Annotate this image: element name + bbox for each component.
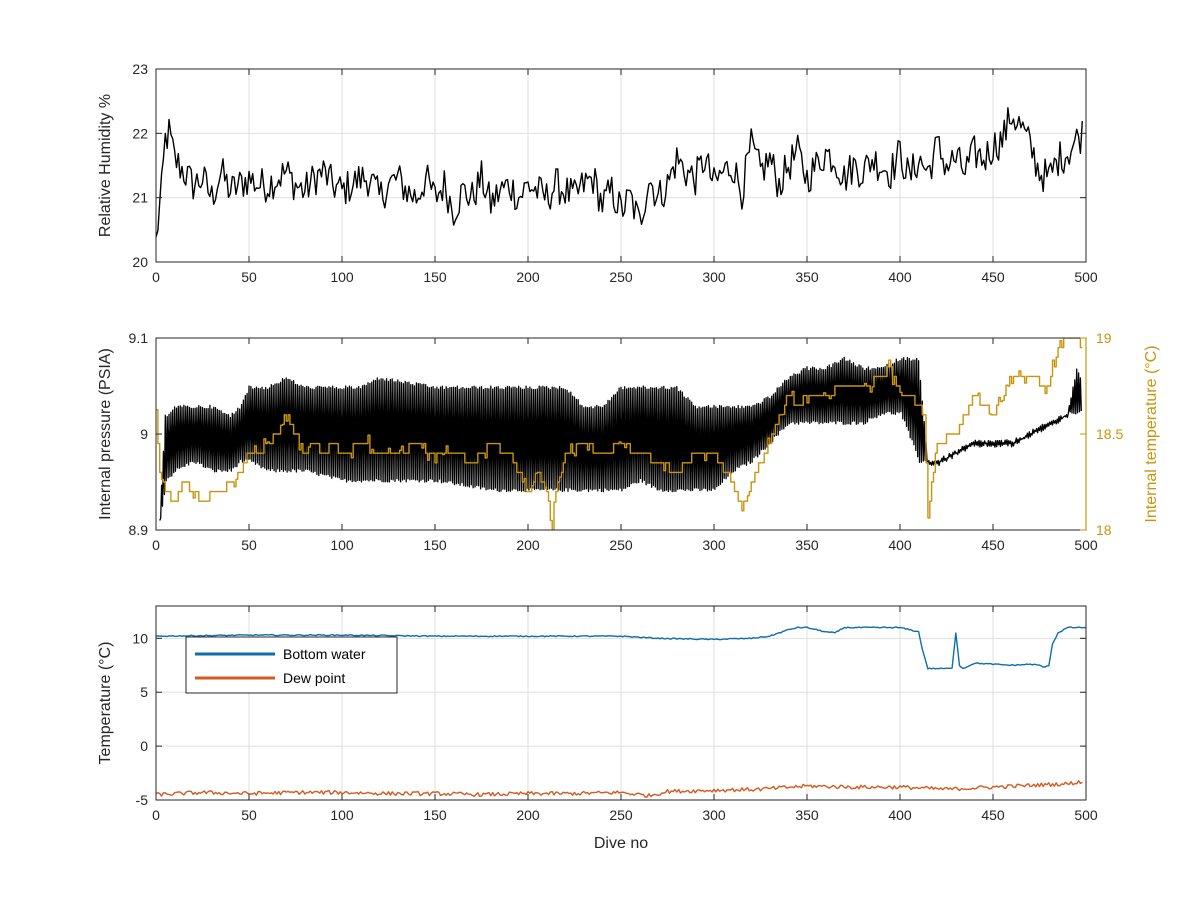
y-tick-label: 21 xyxy=(132,190,148,206)
x-axis-label: Dive no xyxy=(594,835,648,852)
series-line-0 xyxy=(156,107,1083,238)
series-line-1 xyxy=(156,338,1083,530)
y2-axis-label: Internal temperature (°C) xyxy=(1143,345,1160,522)
bottom-water-line xyxy=(156,626,1086,670)
series-group xyxy=(156,626,1086,798)
y-tick-label: 9 xyxy=(140,426,148,442)
dew-point-line xyxy=(156,780,1083,798)
x-tick-label: 250 xyxy=(609,269,633,285)
x-tick-label: 50 xyxy=(241,807,257,823)
x-tick-label: 100 xyxy=(330,537,354,553)
y-axis-label: Internal pressure (PSIA) xyxy=(97,348,114,520)
y-tick-label: 22 xyxy=(132,125,148,141)
x-tick-label: 450 xyxy=(981,807,1005,823)
pressure-panel: 0 50 100 150 200 250 300 350 400 450 500 8.9 9 9.1 Int… xyxy=(97,330,1160,553)
x-tick-label: 200 xyxy=(516,537,540,553)
humidity-panel: 0 50 100 150 200 250 300 350 400 450 500 20 21 22 23 Re… xyxy=(97,61,1098,285)
y-tick-label: 20 xyxy=(132,254,148,270)
y-tick-label: -5 xyxy=(136,792,149,808)
x-tick-label: 400 xyxy=(888,807,912,823)
x-tick-label: 0 xyxy=(152,269,160,285)
x-tick-label: 300 xyxy=(702,807,726,823)
x-tick-label: 0 xyxy=(152,537,160,553)
legend-label: Dew point xyxy=(283,670,345,686)
x-tick-label: 350 xyxy=(795,269,819,285)
y-tick-label: 8.9 xyxy=(129,522,149,538)
x-tick-label: 350 xyxy=(795,807,819,823)
x-tick-label: 50 xyxy=(241,537,257,553)
x-tick-label: 500 xyxy=(1074,537,1098,553)
x-tick-label: 200 xyxy=(516,269,540,285)
y-tick-label: 9.1 xyxy=(129,330,149,346)
x-tick-label: 100 xyxy=(330,269,354,285)
x-tick-label: 250 xyxy=(609,537,633,553)
temperature-panel: 0 50 100 150 200 250 300 350 400 450 500-50510Temp… xyxy=(97,605,1098,852)
x-tick-label: 150 xyxy=(423,269,447,285)
y-axis-label: Relative Humidity % xyxy=(97,94,114,237)
legend-box xyxy=(185,636,398,694)
x-tick-label: 300 xyxy=(702,537,726,553)
x-tick-label: 500 xyxy=(1074,269,1098,285)
x-tick-label: 450 xyxy=(981,269,1005,285)
x-tick-label: 250 xyxy=(609,807,633,823)
x-tick-label: 100 xyxy=(330,807,354,823)
y-tick-label: 0 xyxy=(140,738,148,754)
legend: Bottom water Dew point xyxy=(185,636,398,694)
x-tick-label: 150 xyxy=(423,807,447,823)
legend-label: Bottom water xyxy=(283,646,366,662)
y2-tick-label: 19 xyxy=(1096,330,1112,346)
x-tick-label: 0 xyxy=(152,807,160,823)
y2-tick-label: 18.5 xyxy=(1096,426,1123,442)
x-tick-label: 500 xyxy=(1074,807,1098,823)
y-axis-label: Temperature (°C) xyxy=(97,642,114,765)
x-tick-label: 450 xyxy=(981,537,1005,553)
x-tick-label: 150 xyxy=(423,537,447,553)
series-group xyxy=(156,107,1083,238)
series-group xyxy=(156,338,1083,530)
y-tick-label: 10 xyxy=(132,630,148,646)
x-tick-label: 400 xyxy=(888,537,912,553)
x-tick-label: 400 xyxy=(888,269,912,285)
x-tick-label: 200 xyxy=(516,807,540,823)
x-tick-label: 300 xyxy=(702,269,726,285)
x-tick-label: 50 xyxy=(241,269,257,285)
y2-tick-label: 18 xyxy=(1096,522,1112,538)
x-tick-label: 350 xyxy=(795,537,819,553)
y-tick-label: 5 xyxy=(140,684,148,700)
y-tick-label: 23 xyxy=(132,61,148,77)
